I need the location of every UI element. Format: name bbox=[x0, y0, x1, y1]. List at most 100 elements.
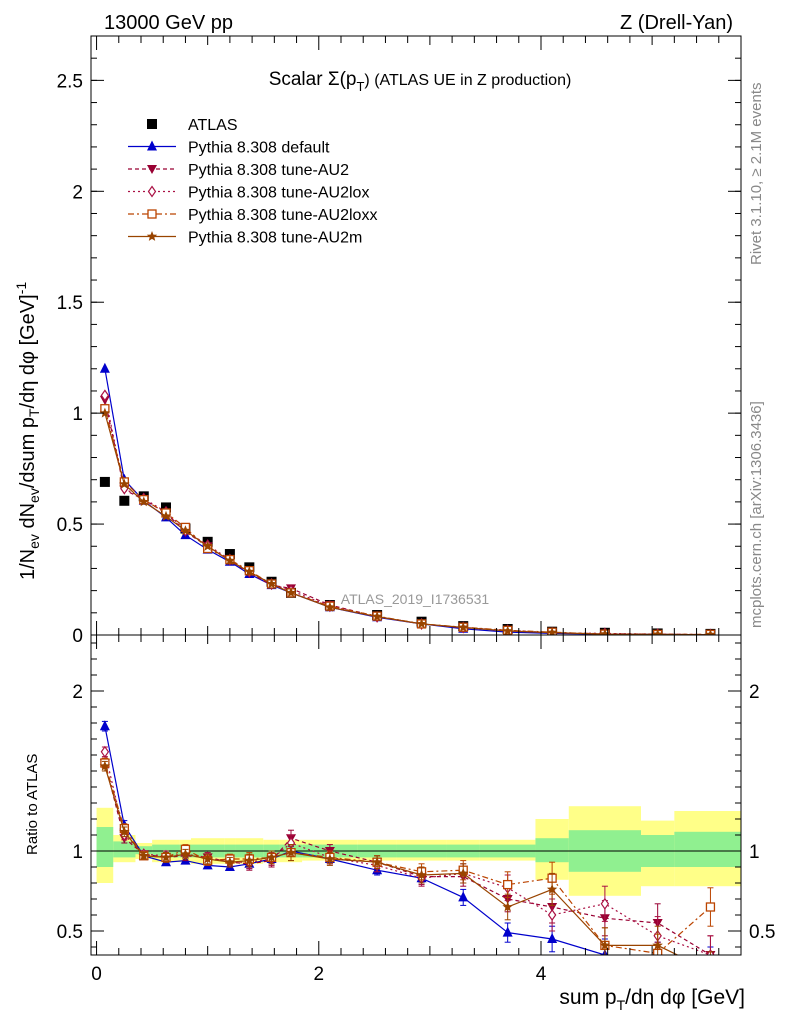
point-au2m bbox=[458, 622, 469, 632]
ratio-point-default bbox=[502, 926, 513, 937]
point-au2m bbox=[138, 496, 149, 507]
point-au2m bbox=[324, 601, 336, 612]
main-y-tick-label: 2.5 bbox=[57, 71, 83, 92]
ratio-point-au2m bbox=[599, 939, 611, 950]
main-y-tick-label: 0.5 bbox=[57, 515, 83, 536]
point-atlas bbox=[99, 476, 110, 487]
legend-label-atlas: ATLAS bbox=[188, 117, 238, 134]
process-label: Z (Drell-Yan) bbox=[620, 12, 733, 34]
legend-label-au2lox: Pythia 8.308 tune-AU2lox bbox=[188, 185, 369, 202]
point-au2m bbox=[416, 618, 427, 629]
ratio-point-au2m bbox=[371, 856, 383, 867]
ratio-point-au2m bbox=[138, 850, 149, 861]
band-inner-bin bbox=[674, 831, 741, 867]
band-inner-bin bbox=[535, 838, 569, 863]
rivet-label: Rivet 3.1.10, ≥ 2.1M events bbox=[748, 83, 765, 266]
legend-label-default: Pythia 8.308 default bbox=[188, 140, 330, 157]
ratio-point-au2m bbox=[546, 883, 558, 894]
ratio-point-au2m bbox=[705, 966, 716, 976]
legend-marker-au2lox bbox=[147, 185, 157, 198]
ratio-point-default bbox=[705, 957, 715, 967]
point-au2m bbox=[371, 611, 383, 621]
point-au2m bbox=[502, 625, 513, 635]
point-au2m bbox=[266, 578, 277, 589]
legend-marker-au2m bbox=[146, 231, 158, 241]
main-title-rest: ) (ATLAS UE in Z production) bbox=[364, 72, 571, 89]
point-au2m bbox=[224, 555, 236, 566]
ratio-y-tick-label-right: 2 bbox=[749, 682, 760, 703]
band-inner-bin bbox=[113, 841, 136, 858]
legend-marker-au2 bbox=[147, 165, 157, 174]
ratio-point-au2lox bbox=[547, 908, 557, 922]
ratio-point-au2m bbox=[652, 939, 663, 950]
ratio-point-au2loxx bbox=[705, 902, 716, 912]
ratio-point-au2m bbox=[180, 848, 191, 859]
ratio-point-au2m bbox=[119, 826, 130, 837]
point-au2m bbox=[244, 566, 255, 577]
ratio-x-tick-label: 4 bbox=[536, 964, 547, 985]
ratio-y-axis-label: Ratio to ATLAS bbox=[24, 754, 41, 855]
main-y-tick-label: 1.5 bbox=[57, 293, 83, 314]
ratio-frame bbox=[90, 634, 742, 956]
ratio-point-au2m bbox=[458, 867, 469, 878]
ratio-axis-ticks: 0.5 0.5 1 1 2 2 0 2 4 bbox=[57, 635, 775, 985]
ratio-point-au2m bbox=[160, 851, 172, 862]
band-inner-bin bbox=[96, 827, 114, 867]
ratio-point-default bbox=[99, 720, 110, 731]
point-au2m bbox=[180, 525, 191, 536]
ratio-point-au2lox bbox=[600, 897, 610, 910]
ratio-x-tick-label: 0 bbox=[91, 964, 102, 985]
ratio-point-au2m bbox=[285, 847, 297, 857]
main-title-sub: T bbox=[356, 79, 364, 94]
ratio-point-au2m bbox=[202, 853, 213, 864]
point-au2m bbox=[202, 540, 213, 551]
point-au2m bbox=[546, 627, 558, 635]
ratio-point-au2m bbox=[502, 901, 513, 912]
point-default bbox=[99, 362, 110, 373]
ratio-y-tick-label-right: 1 bbox=[749, 842, 760, 863]
point-au2m bbox=[285, 587, 297, 598]
legend-label-au2loxx: Pythia 8.308 tune-AU2loxx bbox=[188, 207, 377, 224]
x-axis-label-sub: T bbox=[617, 997, 626, 1013]
ratio-point-au2m bbox=[99, 760, 111, 771]
ratio-panel: 0.5 0.5 1 1 2 2 0 2 4 Ratio to ATLAS sum pT/dη d… bbox=[24, 634, 775, 1013]
main-title-main: Scalar Σ(p bbox=[269, 69, 357, 90]
point-au2m bbox=[160, 510, 172, 521]
main-y-axis-label: 1/Nev dNev/dsum pT/dη dφ [GeV]-1 bbox=[13, 282, 42, 580]
ratio-y-tick-label-right: 0.5 bbox=[749, 922, 775, 943]
main-y-tick-label: 1 bbox=[72, 404, 83, 425]
ratio-point-au2m bbox=[266, 851, 277, 862]
legend: ATLAS Pythia 8.308 default Pythia 8.308 tu… bbox=[128, 117, 377, 247]
ratio-data-layer bbox=[91, 720, 741, 976]
legend-marker-default bbox=[147, 140, 157, 151]
x-axis-label-main: sum p bbox=[559, 986, 616, 1009]
main-axis-ticks: 0 0.5 1 1.5 2 2.5 bbox=[57, 35, 741, 647]
legend-label-au2: Pythia 8.308 tune-AU2 bbox=[188, 162, 349, 179]
ratio-point-default bbox=[547, 933, 558, 943]
main-panel: 0 0.5 1 1.5 2 2.5 Scalar Σ(pT) (ATLAS UE in Z… bbox=[13, 35, 742, 647]
energy-label: 13000 GeV pp bbox=[104, 12, 233, 34]
point-au2m bbox=[652, 628, 663, 635]
legend-marker-atlas bbox=[147, 119, 157, 129]
ratio-y-tick-label: 1 bbox=[72, 842, 83, 863]
point-au2m bbox=[705, 629, 716, 635]
main-data-layer bbox=[99, 362, 716, 635]
legend-label-au2m: Pythia 8.308 tune-AU2m bbox=[188, 230, 362, 247]
point-au2m bbox=[119, 478, 130, 489]
ratio-point-au2lox bbox=[100, 745, 110, 758]
main-y-tick-label: 0 bbox=[72, 626, 83, 647]
point-atlas bbox=[119, 495, 130, 506]
watermark: ATLAS_2019_I1736531 bbox=[341, 591, 490, 607]
ratio-point-au2loxx bbox=[503, 879, 513, 890]
source-label: mcplots.cern.ch [arXiv:1306.3436] bbox=[748, 401, 765, 628]
main-title: Scalar Σ(pT) (ATLAS UE in Z production) bbox=[269, 69, 572, 94]
legend-marker-au2loxx bbox=[147, 209, 157, 219]
main-y-tick-label: 2 bbox=[72, 182, 83, 203]
ratio-y-tick-label: 0.5 bbox=[57, 922, 83, 943]
x-axis-label-rest: /dη dφ [GeV] bbox=[625, 986, 745, 1009]
ratio-point-au2m bbox=[224, 856, 236, 867]
point-au2m bbox=[99, 407, 111, 418]
x-axis-label: sum pT/dη dφ [GeV] bbox=[559, 986, 745, 1013]
ratio-point-au2m bbox=[416, 869, 427, 880]
